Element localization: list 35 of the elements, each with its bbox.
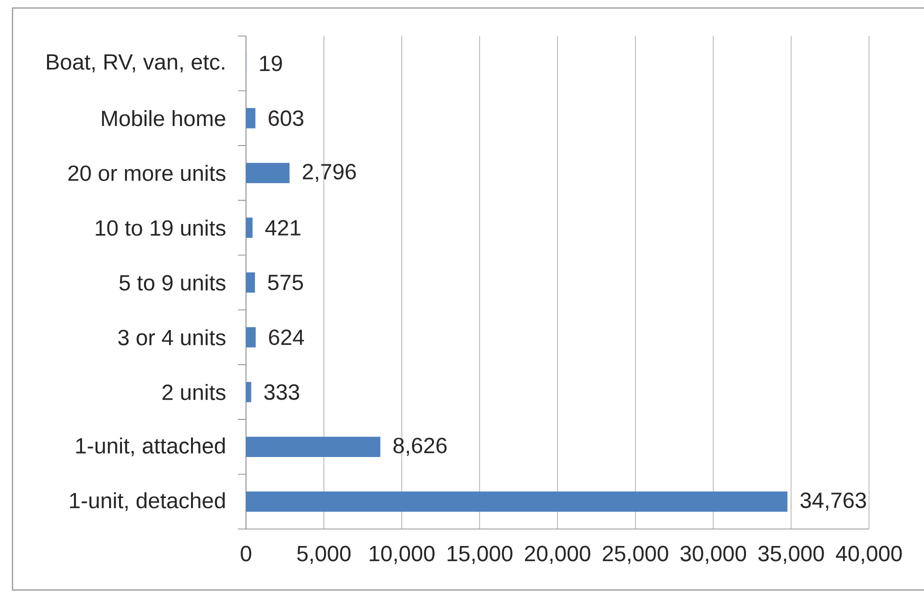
bar xyxy=(246,382,252,402)
y-tick-label: 5 to 9 units xyxy=(119,274,226,291)
data-label: 624 xyxy=(269,329,304,346)
x-tick-label: 40,000 xyxy=(836,546,902,564)
x-tick-label: 35,000 xyxy=(758,546,824,564)
data-label: 19 xyxy=(260,56,282,72)
bar xyxy=(246,162,290,184)
y-tick-label: 20 or more units xyxy=(68,164,226,182)
x-tick-label: 0 xyxy=(240,546,252,562)
x-tick-label: 5,000 xyxy=(297,546,351,564)
x-tick-label: 20,000 xyxy=(524,546,590,564)
data-label: 2,796 xyxy=(302,164,356,182)
y-tick-label: 1-unit, attached xyxy=(76,437,225,456)
data-label: 34,763 xyxy=(800,492,866,511)
data-label: 421 xyxy=(265,220,300,236)
data-label: 333 xyxy=(264,384,300,400)
x-tick-label: 15,000 xyxy=(448,546,512,564)
data-label: 603 xyxy=(268,110,304,126)
bar xyxy=(246,272,255,293)
bar xyxy=(246,218,253,238)
bar xyxy=(246,108,256,128)
data-label: 575 xyxy=(268,274,303,290)
x-tick-label: 25,000 xyxy=(602,546,668,564)
x-tick-label: 30,000 xyxy=(680,546,746,564)
y-tick-label: Mobile home xyxy=(102,110,226,126)
y-tick-label: 1-unit, detached xyxy=(70,492,225,511)
y-tick-label: 2 units xyxy=(162,384,226,400)
bar xyxy=(246,327,256,348)
bar xyxy=(246,491,788,512)
y-tick-label: 3 or 4 units xyxy=(118,329,226,346)
bar xyxy=(246,436,380,457)
x-tick-label: 10,000 xyxy=(370,546,435,564)
y-tick-label: Boat, RV, van, etc. xyxy=(47,54,224,72)
y-tick-label: 10 to 19 units xyxy=(96,220,226,236)
data-label: 8,626 xyxy=(394,438,447,456)
